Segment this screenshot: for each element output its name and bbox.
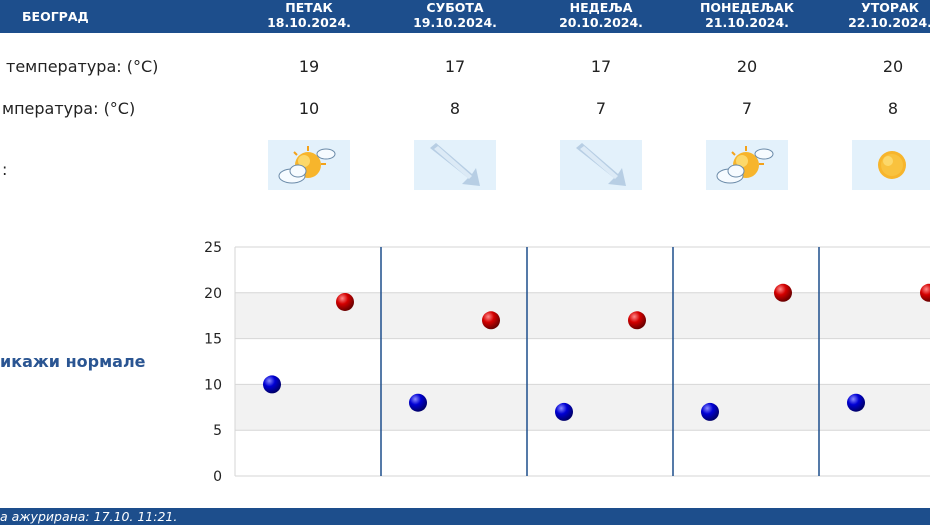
- max-temp-value: 20: [736, 57, 758, 76]
- day-name: ПЕТАК: [285, 0, 333, 15]
- max-temp-point: [774, 283, 792, 302]
- forecast-header: БЕОГРАД ПЕТАК 18.10.2024. СУБОТА 19.10.2…: [0, 0, 930, 33]
- day-header: ПЕТАК 18.10.2024.: [259, 0, 359, 33]
- day-name: НЕДЕЉА: [569, 0, 633, 15]
- day-date: 19.10.2024.: [413, 15, 497, 30]
- max-temp-point: [336, 292, 354, 311]
- y-tick-label: 5: [213, 423, 222, 439]
- min-temp-point: [263, 375, 281, 394]
- max-temp-point: [920, 283, 930, 302]
- day-header: СУБОТА 19.10.2024.: [405, 0, 505, 33]
- day-name: СУБОТА: [426, 0, 484, 15]
- day-date: 22.10.2024.: [848, 15, 930, 30]
- min-temp-value: 8: [449, 99, 461, 118]
- min-temp-point: [701, 402, 719, 421]
- max-temp-value: 17: [590, 57, 612, 76]
- min-temp-value: 8: [887, 99, 899, 118]
- weather-icon-label: :: [2, 160, 8, 179]
- partly-cloudy-sun-icon: [268, 140, 350, 190]
- sun-icon: [852, 140, 930, 190]
- min-temp-point: [555, 402, 573, 421]
- y-tick-label: 15: [204, 332, 222, 348]
- min-temp-value: 10: [298, 99, 320, 118]
- min-temp-value: 7: [741, 99, 753, 118]
- day-date: 18.10.2024.: [267, 15, 351, 30]
- max-temp-value: 20: [882, 57, 904, 76]
- grid-band: [235, 384, 930, 431]
- max-temp-point: [482, 311, 500, 330]
- y-tick-label: 20: [204, 286, 222, 302]
- status-footer: а ажурирана: 17.10. 11:21.: [0, 508, 930, 525]
- rain-arrow-icon: [560, 140, 642, 190]
- min-temp-value: 7: [595, 99, 607, 118]
- city-name: БЕОГРАД: [22, 9, 89, 24]
- max-temp-point: [628, 311, 646, 330]
- day-header: УТОРАК 22.10.2024.: [840, 0, 930, 33]
- day-header: НЕДЕЉА 20.10.2024.: [551, 0, 651, 33]
- rain-arrow-icon: [414, 140, 496, 190]
- temperature-chart: 0 5 10 15 20 25: [204, 240, 930, 483]
- partly-cloudy-sun-icon: [706, 140, 788, 190]
- day-header: ПОНЕДЕЉАК 21.10.2024.: [692, 0, 802, 33]
- day-date: 20.10.2024.: [559, 15, 643, 30]
- day-name: ПОНЕДЕЉАК: [699, 0, 795, 15]
- max-temp-label: температура: (°C): [6, 57, 159, 76]
- y-tick-label: 25: [204, 240, 222, 256]
- last-updated: а ажурирана: 17.10. 11:21.: [0, 509, 178, 524]
- max-temp-value: 19: [298, 57, 320, 76]
- min-temp-point: [847, 393, 865, 412]
- max-temp-value: 17: [444, 57, 466, 76]
- min-temp-point: [409, 393, 427, 412]
- y-tick-label: 0: [213, 469, 222, 483]
- day-name: УТОРАК: [861, 0, 919, 15]
- y-tick-label: 10: [204, 377, 222, 393]
- day-date: 21.10.2024.: [705, 15, 789, 30]
- min-temp-label: мпература: (°C): [2, 99, 136, 118]
- show-normals-link[interactable]: икажи нормале: [0, 352, 146, 371]
